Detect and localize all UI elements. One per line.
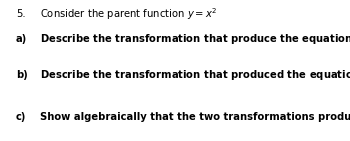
Text: a): a) <box>16 35 27 44</box>
Text: 5.: 5. <box>16 9 25 19</box>
Text: Consider the parent function $y = x^2$: Consider the parent function $y = x^2$ <box>40 6 218 22</box>
Text: Describe the transformation that produce the equation $y = 4x^2$: Describe the transformation that produce… <box>40 32 350 47</box>
Text: b): b) <box>16 70 28 80</box>
Text: Describe the transformation that produced the equation $y = (2x)^2$: Describe the transformation that produce… <box>40 67 350 83</box>
Text: Show algebraically that the two transformations producer the same equation and g: Show algebraically that the two transfor… <box>40 112 350 122</box>
Text: c): c) <box>16 112 26 122</box>
